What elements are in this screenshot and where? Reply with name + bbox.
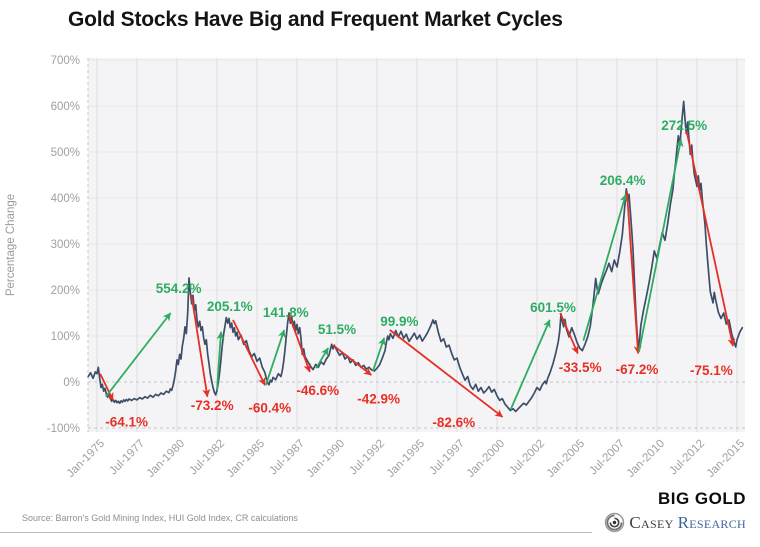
y-tick-label: -100% xyxy=(47,423,80,435)
gain-arrow xyxy=(582,193,628,341)
source-note: Source: Barron's Gold Mining Index, HUI … xyxy=(22,513,298,523)
x-tick-label: Jan-1980 xyxy=(145,438,187,480)
loss-label: -67.2% xyxy=(616,362,659,377)
brand-block: BIG GOLD Casey Research xyxy=(604,489,746,533)
x-tick-label: Jan-1985 xyxy=(225,438,267,480)
gain-arrow xyxy=(372,337,386,372)
casey-research-logo-icon xyxy=(605,512,625,533)
gain-label: 99.9% xyxy=(380,314,418,329)
gain-arrow xyxy=(509,319,551,410)
gain-arrow xyxy=(638,138,684,353)
loss-arrow xyxy=(685,131,736,347)
x-tick-label: Jul-1977 xyxy=(107,438,147,478)
loss-label: -60.4% xyxy=(248,401,291,416)
loss-label: -46.6% xyxy=(296,383,339,398)
loss-arrow xyxy=(626,191,642,354)
y-tick-label: 600% xyxy=(51,101,80,113)
loss-label: -64.1% xyxy=(105,414,148,429)
x-tick-label: Jan-2005 xyxy=(545,438,587,480)
footer-divider xyxy=(0,532,592,533)
page-title: Gold Stocks Have Big and Frequent Market… xyxy=(68,8,563,31)
x-tick-label: Jan-1975 xyxy=(65,438,107,480)
loss-label: -42.9% xyxy=(357,391,400,406)
loss-arrow xyxy=(389,329,504,418)
y-tick-label: 500% xyxy=(51,147,80,159)
gain-arrow xyxy=(264,329,286,386)
loss-arrow xyxy=(559,312,579,354)
loss-arrow xyxy=(99,373,114,401)
gain-label: 205.1% xyxy=(207,299,253,314)
loss-label: -73.2% xyxy=(191,398,234,413)
x-tick-label: Jul-1992 xyxy=(347,438,387,478)
research-word: Research xyxy=(677,512,746,532)
loss-arrow xyxy=(190,294,211,398)
x-tick-label: Jul-2007 xyxy=(587,438,627,478)
x-tick-label: Jan-1990 xyxy=(305,438,347,480)
gain-arrow xyxy=(216,331,225,390)
loss-label: -82.6% xyxy=(432,415,475,430)
casey-wordmark: Casey Research xyxy=(629,513,746,533)
gain-label: 601.5% xyxy=(530,300,576,315)
gain-label: 141.8% xyxy=(263,305,309,320)
y-tick-label: 200% xyxy=(51,285,80,297)
gain-arrow xyxy=(315,347,329,369)
x-tick-label: Jan-2000 xyxy=(465,438,507,480)
x-tick-label: Jan-2010 xyxy=(625,438,667,480)
gain-label: 51.5% xyxy=(318,322,356,337)
x-tick-label: Jul-1997 xyxy=(427,438,467,478)
y-axis-title: Percentage Change xyxy=(5,194,17,296)
gold-stocks-cycles-chart: -100% 0% 100% 200% 300% 400% 500% 600% 700% Perce… xyxy=(5,55,747,480)
casey-word: Casey xyxy=(629,512,674,532)
gain-arrow xyxy=(105,312,172,398)
loss-label: -33.5% xyxy=(559,360,602,375)
casey-research-logo: Casey Research xyxy=(604,512,746,533)
y-tick-label: 700% xyxy=(51,55,80,67)
loss-arrow xyxy=(288,314,311,373)
y-tick-label: 400% xyxy=(51,193,80,205)
x-tick-label: Jan-2015 xyxy=(705,438,747,480)
gain-label: 206.4% xyxy=(600,173,646,188)
y-tick-label: 0% xyxy=(63,377,80,389)
x-tick-label: Jul-2002 xyxy=(507,438,547,478)
gain-label: 554.2% xyxy=(156,281,202,296)
x-tick-label: Jul-2012 xyxy=(667,438,707,478)
loss-arrow xyxy=(332,344,372,376)
y-tick-label: 100% xyxy=(51,331,80,343)
loss-arrow xyxy=(232,319,266,386)
x-tick-label: Jul-1982 xyxy=(187,438,227,478)
y-tick-label: 300% xyxy=(51,239,80,251)
x-tick-label: Jan-1995 xyxy=(385,438,427,480)
gain-label: 272.5% xyxy=(661,118,707,133)
loss-label: -75.1% xyxy=(690,363,733,378)
big-gold-wordmark: BIG GOLD xyxy=(657,489,746,508)
x-tick-label: Jul-1987 xyxy=(267,438,307,478)
